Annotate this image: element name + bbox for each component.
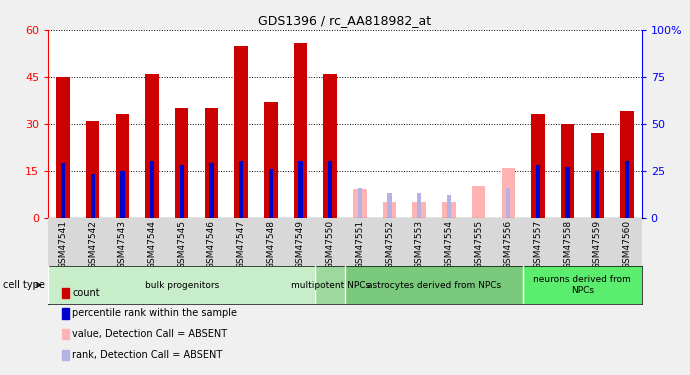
Text: GSM47545: GSM47545 — [177, 220, 186, 269]
Bar — [506, 188, 511, 218]
Bar — [535, 165, 540, 218]
Text: GSM47560: GSM47560 — [622, 220, 631, 269]
Bar — [624, 161, 629, 218]
Bar — [502, 168, 515, 217]
Bar — [116, 114, 129, 218]
Text: count: count — [72, 288, 100, 298]
Text: GSM47553: GSM47553 — [415, 220, 424, 269]
Text: neurons derived from
NPCs: neurons derived from NPCs — [533, 275, 631, 295]
Bar — [235, 46, 248, 218]
Text: GSM47548: GSM47548 — [266, 220, 275, 269]
Text: multipotent NPCs: multipotent NPCs — [290, 280, 370, 290]
Bar — [442, 202, 455, 217]
Bar — [357, 188, 362, 218]
Text: GSM47559: GSM47559 — [593, 220, 602, 269]
Text: GSM47557: GSM47557 — [533, 220, 542, 269]
Text: GSM47554: GSM47554 — [444, 220, 453, 269]
Bar — [205, 108, 218, 218]
Text: GSM47550: GSM47550 — [326, 220, 335, 269]
Bar — [324, 74, 337, 217]
Bar — [209, 163, 214, 218]
Bar — [315, 266, 345, 304]
Text: GSM47546: GSM47546 — [207, 220, 216, 269]
Bar — [595, 171, 600, 217]
Bar — [387, 193, 392, 217]
Bar — [298, 161, 303, 218]
Title: GDS1396 / rc_AA818982_at: GDS1396 / rc_AA818982_at — [259, 15, 431, 27]
Text: GSM47556: GSM47556 — [504, 220, 513, 269]
Bar — [353, 189, 366, 217]
Bar — [264, 102, 277, 218]
Bar — [328, 161, 333, 218]
Bar — [239, 161, 244, 218]
Bar — [383, 202, 396, 217]
Text: GSM47551: GSM47551 — [355, 220, 364, 269]
Bar — [523, 266, 642, 304]
Bar — [268, 169, 273, 217]
Bar — [413, 202, 426, 217]
Bar — [446, 195, 451, 217]
Text: GSM47552: GSM47552 — [385, 220, 394, 269]
Text: rank, Detection Call = ABSENT: rank, Detection Call = ABSENT — [72, 350, 223, 360]
Text: bulk progenitors: bulk progenitors — [145, 280, 219, 290]
Text: GSM47549: GSM47549 — [296, 220, 305, 269]
Text: GSM47542: GSM47542 — [88, 220, 97, 269]
Text: value, Detection Call = ABSENT: value, Detection Call = ABSENT — [72, 329, 228, 339]
Text: GSM47541: GSM47541 — [59, 220, 68, 269]
Bar — [294, 42, 307, 218]
Bar — [146, 74, 159, 217]
Bar — [345, 266, 523, 304]
Text: percentile rank within the sample: percentile rank within the sample — [72, 309, 237, 318]
Bar — [179, 165, 184, 218]
Bar — [120, 171, 125, 217]
Bar — [86, 121, 99, 218]
Bar — [591, 133, 604, 218]
Bar — [531, 114, 544, 218]
Text: cell type: cell type — [3, 280, 46, 290]
Bar — [417, 193, 422, 217]
Bar — [175, 108, 188, 218]
Text: GSM47547: GSM47547 — [237, 220, 246, 269]
Bar — [472, 186, 485, 218]
Bar — [48, 266, 315, 304]
Bar — [620, 111, 633, 218]
Text: GSM47544: GSM47544 — [148, 220, 157, 269]
Bar — [565, 167, 570, 218]
Bar — [57, 77, 70, 218]
Text: GSM47558: GSM47558 — [563, 220, 572, 269]
Text: astrocytes derived from NPCs: astrocytes derived from NPCs — [367, 280, 501, 290]
Bar — [561, 124, 574, 218]
Text: GSM47543: GSM47543 — [118, 220, 127, 269]
Bar — [150, 161, 155, 218]
Text: GSM47555: GSM47555 — [474, 220, 483, 269]
Bar — [90, 174, 95, 217]
Bar — [61, 163, 66, 218]
